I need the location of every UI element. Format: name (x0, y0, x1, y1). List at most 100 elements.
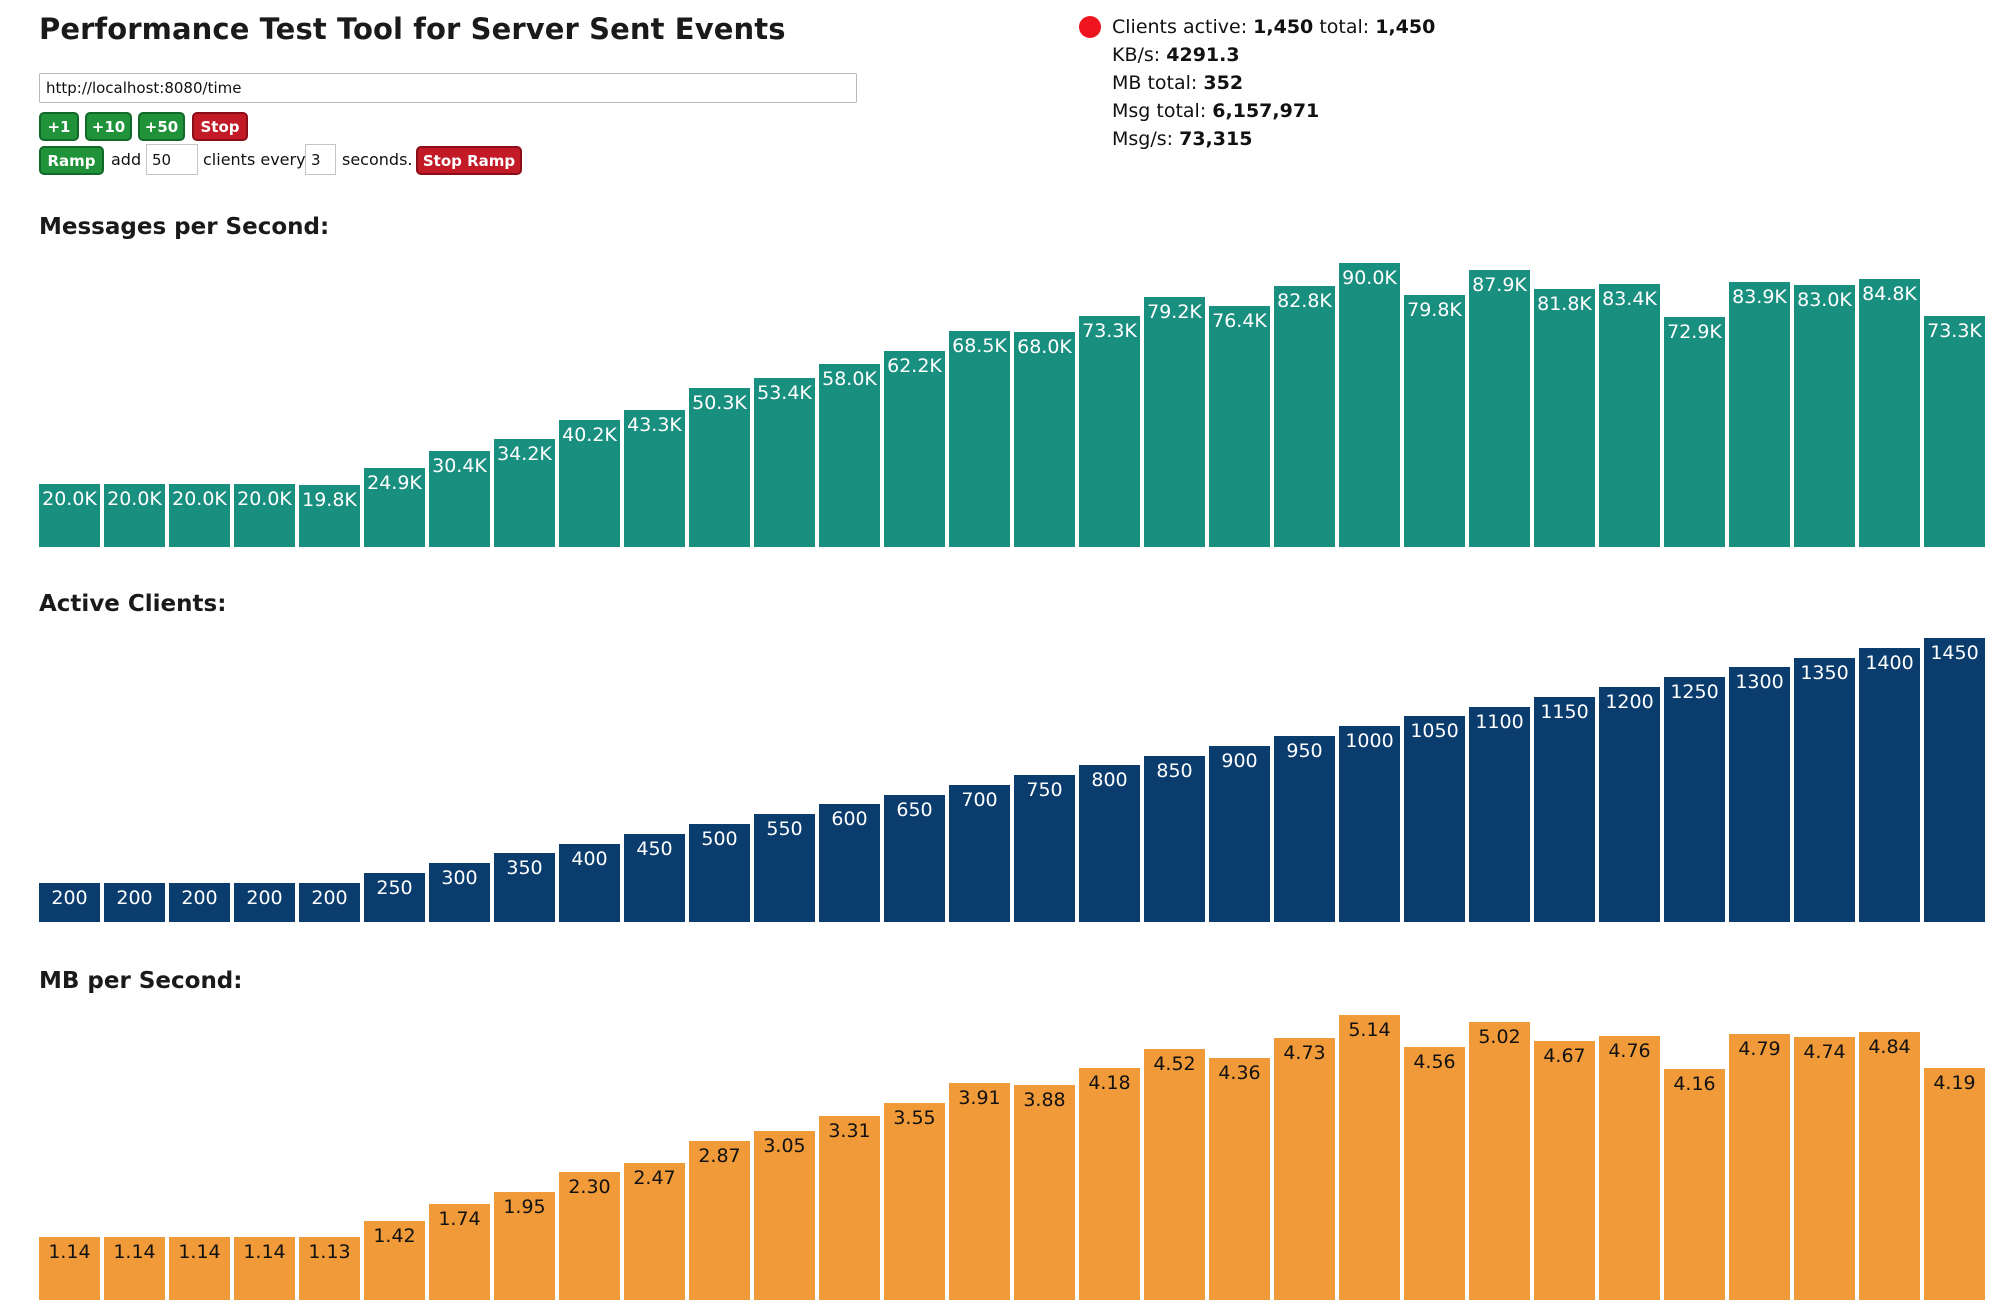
chart-bar: 950 (1274, 736, 1335, 922)
chart-bar-label: 4.74 (1803, 1041, 1846, 1063)
ramp-interval-input[interactable] (305, 144, 336, 175)
chart-bar: 3.88 (1014, 1085, 1075, 1300)
chart-bar-label: 200 (311, 887, 348, 909)
chart-bar-label: 81.8K (1537, 293, 1592, 315)
chart-bar-label: 4.19 (1933, 1072, 1976, 1094)
clients-active-label: Clients active: (1112, 16, 1248, 38)
chart-bar: 3.05 (754, 1131, 815, 1300)
chart-bar-label: 900 (1221, 750, 1258, 772)
chart-bar-label: 1150 (1540, 701, 1589, 723)
chart-bar: 350 (494, 853, 555, 922)
chart-bar: 90.0K (1339, 263, 1400, 547)
chart-bar-label: 2.47 (633, 1167, 676, 1189)
chart-bar-label: 73.3K (1927, 320, 1982, 342)
chart-bar-label: 3.91 (958, 1087, 1001, 1109)
page-title: Performance Test Tool for Server Sent Ev… (39, 12, 786, 46)
chart-bar: 4.56 (1404, 1047, 1465, 1300)
msg-total-value: 6,157,971 (1212, 100, 1320, 122)
chart-bar: 83.9K (1729, 282, 1790, 547)
messages-chart-title: Messages per Second: (39, 214, 330, 240)
chart-bar-label: 1.74 (438, 1208, 481, 1230)
mb-total-stat: MB total: 352 (1112, 69, 1435, 97)
chart-bar-label: 43.3K (627, 414, 682, 436)
chart-bar-label: 200 (51, 887, 88, 909)
chart-bar: 650 (884, 795, 945, 922)
chart-bar-label: 83.0K (1797, 289, 1852, 311)
connection-status-indicator (1079, 16, 1101, 38)
chart-bar: 73.3K (1924, 316, 1985, 547)
chart-bar: 20.0K (104, 484, 165, 547)
clients-total-label: total: (1319, 16, 1370, 38)
add-1-client-button[interactable]: +1 (39, 112, 79, 141)
chart-bar-label: 83.4K (1602, 288, 1657, 310)
clients-total-value: 1,450 (1375, 16, 1436, 38)
kbs-value: 4291.3 (1166, 44, 1240, 66)
add-50-clients-button[interactable]: +50 (138, 112, 185, 141)
chart-bar: 1.13 (299, 1237, 360, 1300)
chart-bar-label: 4.73 (1283, 1042, 1326, 1064)
chart-bar: 300 (429, 863, 490, 922)
chart-bar-label: 300 (441, 867, 478, 889)
chart-bar-label: 84.8K (1862, 283, 1917, 305)
mb-per-second-chart: 1.14 1.14 1.14 1.14 1.13 1.42 1.74 1.95 2.30 2.47… (39, 998, 1985, 1300)
chart-bar-label: 650 (896, 799, 933, 821)
chart-bar-label: 4.56 (1413, 1051, 1456, 1073)
chart-bar-label: 5.02 (1478, 1026, 1521, 1048)
clients-stat: Clients active: 1,450 total: 1,450 (1112, 13, 1435, 41)
chart-bar-label: 34.2K (497, 443, 552, 465)
chart-bar: 83.4K (1599, 284, 1660, 547)
chart-bar: 20.0K (39, 484, 100, 547)
chart-bar-label: 400 (571, 848, 608, 870)
chart-bar: 68.0K (1014, 332, 1075, 547)
chart-bar-label: 1200 (1605, 691, 1654, 713)
chart-bar-label: 24.9K (367, 472, 422, 494)
chart-bar-label: 1.42 (373, 1225, 416, 1247)
chart-bar: 79.2K (1144, 297, 1205, 547)
chart-bar-label: 72.9K (1667, 321, 1722, 343)
chart-bar: 58.0K (819, 364, 880, 547)
chart-bar-label: 87.9K (1472, 274, 1527, 296)
chart-bar-label: 79.8K (1407, 299, 1462, 321)
chart-bar: 87.9K (1469, 270, 1530, 547)
chart-bar: 850 (1144, 756, 1205, 922)
chart-bar: 62.2K (884, 351, 945, 547)
chart-bar-label: 1.14 (48, 1241, 91, 1263)
stop-button[interactable]: Stop (192, 112, 248, 141)
ramp-button[interactable]: Ramp (39, 146, 104, 175)
messages-per-second-chart: 20.0K 20.0K 20.0K 20.0K 19.8K 24.9K 30.4K 34.2K… (39, 242, 1985, 547)
msgs-label: Msg/s: (1112, 128, 1174, 150)
chart-bar: 4.73 (1274, 1038, 1335, 1300)
chart-bar-label: 800 (1091, 769, 1128, 791)
chart-bar-label: 68.5K (952, 335, 1007, 357)
ramp-clients-every-label: clients every (203, 150, 306, 169)
ramp-add-count-input[interactable] (146, 144, 198, 175)
chart-bar: 1000 (1339, 726, 1400, 922)
chart-bar: 1.14 (39, 1237, 100, 1300)
chart-bar-label: 750 (1026, 779, 1063, 801)
chart-bar-label: 2.87 (698, 1145, 741, 1167)
chart-bar-label: 1.13 (308, 1241, 351, 1263)
chart-bar-label: 3.55 (893, 1107, 936, 1129)
chart-bar: 200 (104, 883, 165, 922)
chart-bar-label: 1.95 (503, 1196, 546, 1218)
stop-ramp-button[interactable]: Stop Ramp (416, 146, 522, 175)
chart-bar: 500 (689, 824, 750, 922)
chart-bar: 50.3K (689, 388, 750, 547)
chart-bar-label: 4.67 (1543, 1045, 1586, 1067)
chart-bar-label: 1250 (1670, 681, 1719, 703)
url-input[interactable] (39, 73, 857, 103)
chart-bar-label: 4.18 (1088, 1072, 1131, 1094)
chart-bar-label: 40.2K (562, 424, 617, 446)
chart-bar-label: 450 (636, 838, 673, 860)
chart-bar-label: 53.4K (757, 382, 812, 404)
chart-bar: 4.52 (1144, 1049, 1205, 1300)
chart-bar: 250 (364, 873, 425, 922)
chart-bar: 800 (1079, 765, 1140, 922)
chart-bar: 1.95 (494, 1192, 555, 1300)
chart-bar: 2.30 (559, 1172, 620, 1300)
chart-bar: 68.5K (949, 331, 1010, 547)
add-10-clients-button[interactable]: +10 (85, 112, 132, 141)
chart-bar-label: 30.4K (432, 455, 487, 477)
chart-bar-label: 79.2K (1147, 301, 1202, 323)
chart-bar-label: 850 (1156, 760, 1193, 782)
